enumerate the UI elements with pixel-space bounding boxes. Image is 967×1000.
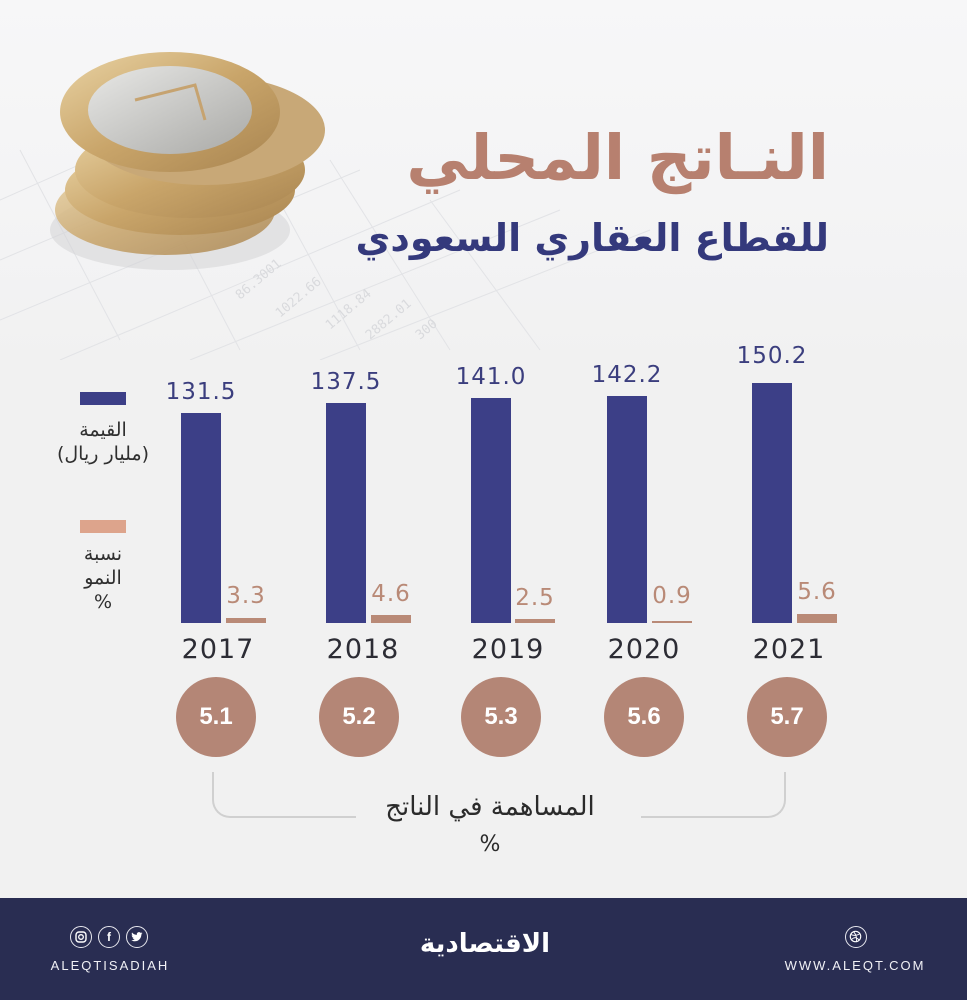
brand-logo: الاقتصادية	[419, 929, 551, 959]
legend-value-line1: القيمة	[79, 419, 127, 441]
value-label-2018: 137.5	[310, 369, 382, 395]
legend-growth-line1: نسبة	[83, 543, 123, 565]
coins-image	[50, 52, 325, 270]
share-circle-2017: 5.1	[176, 677, 256, 757]
year-label-2021: 2021	[752, 634, 826, 665]
year-label-2020: 2020	[607, 634, 681, 665]
growth-bar-2018	[371, 615, 411, 623]
svg-text:300: 300	[413, 316, 441, 343]
growth-bar-2021	[797, 614, 837, 623]
background-photo: 86.3001 1022.66 1118.84 2882.01 300	[0, 0, 967, 360]
footer	[0, 898, 967, 1000]
bracket-gap	[356, 808, 641, 824]
legend-value-swatch	[80, 392, 126, 405]
social-icons: f	[70, 926, 148, 948]
instagram-icon[interactable]	[70, 926, 92, 948]
svg-text:1118.84: 1118.84	[323, 286, 375, 333]
growth-bar-2020	[652, 621, 692, 623]
legend-value-label: القيمة (مليار ريال)	[43, 418, 163, 466]
svg-text:1022.66: 1022.66	[273, 274, 325, 321]
legend-growth-line2: النمو	[84, 567, 122, 589]
value-bar-2019	[471, 398, 511, 623]
year-label-2018: 2018	[326, 634, 400, 665]
growth-label-2020: 0.9	[652, 583, 692, 609]
value-label-2017: 131.5	[165, 379, 237, 405]
legend-growth-line3: %	[93, 591, 113, 613]
year-label-2019: 2019	[471, 634, 545, 665]
dribbble-globe-icon	[845, 926, 867, 948]
share-unit: %	[479, 832, 501, 857]
growth-label-2017: 3.3	[226, 583, 266, 609]
growth-bar-2019	[515, 619, 555, 623]
chart-subtitle: للقطاع العقاري السعودي	[355, 216, 829, 260]
legend-value-line2: (مليار ريال)	[56, 443, 150, 465]
share-circle-2021: 5.7	[747, 677, 827, 757]
growth-bar-2017	[226, 618, 266, 623]
share-circle-2020: 5.6	[604, 677, 684, 757]
growth-label-2018: 4.6	[371, 581, 411, 607]
svg-text:2882.01: 2882.01	[363, 296, 415, 343]
website-link[interactable]: WWW.ALEQT.COM	[784, 958, 926, 973]
facebook-icon[interactable]: f	[98, 926, 120, 948]
growth-label-2021: 5.6	[797, 579, 837, 605]
value-label-2020: 142.2	[591, 362, 663, 388]
share-circle-2019: 5.3	[461, 677, 541, 757]
value-bar-2018	[326, 403, 366, 623]
share-circle-2018: 5.2	[319, 677, 399, 757]
value-bar-2017	[181, 413, 221, 623]
chart-title: النـاتج المحلي	[406, 121, 829, 194]
share-title: المساهمة في الناتج	[385, 792, 595, 822]
legend-growth-swatch	[80, 520, 126, 533]
value-label-2019: 141.0	[455, 364, 527, 390]
year-label-2017: 2017	[181, 634, 255, 665]
legend-growth-label: نسبة النمو %	[43, 542, 163, 614]
growth-label-2019: 2.5	[515, 585, 555, 611]
value-bar-2021	[752, 383, 792, 623]
value-label-2021: 150.2	[736, 343, 808, 369]
twitter-icon[interactable]	[126, 926, 148, 948]
value-bar-2020	[607, 396, 647, 623]
social-handle[interactable]: ALEQTISADIAH	[50, 958, 170, 973]
